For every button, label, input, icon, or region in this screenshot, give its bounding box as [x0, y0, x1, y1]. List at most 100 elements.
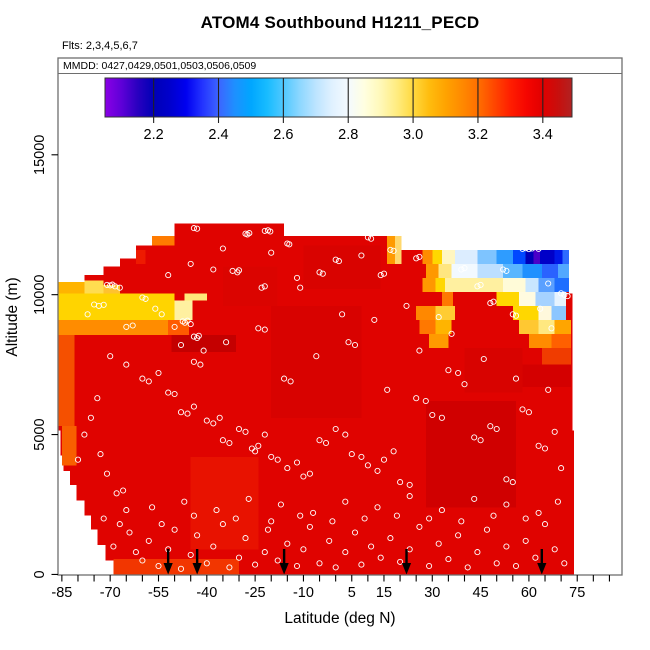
heat-patch [303, 245, 381, 290]
heat-patch [512, 249, 526, 264]
heat-patch [174, 300, 193, 320]
sample-point [525, 409, 532, 416]
sample-point [306, 470, 313, 477]
sample-point [326, 537, 333, 544]
sample-point [564, 293, 571, 300]
sample-point [200, 347, 207, 354]
heat-patch [168, 319, 190, 336]
profile-arrow-head [279, 563, 289, 575]
sample-point [380, 456, 388, 463]
heat-patch [538, 305, 552, 320]
heat-patch [425, 263, 439, 278]
colorbar [104, 77, 573, 118]
sample-point [261, 431, 268, 438]
y-tick-label: 0 [32, 570, 48, 578]
heat-patch [184, 293, 207, 301]
sample-point [458, 518, 465, 525]
sample-point [461, 381, 468, 388]
sample-point [537, 305, 544, 312]
sample-point [474, 283, 481, 290]
sample-point [487, 300, 494, 307]
colorbar-tick-label: 2.8 [338, 127, 358, 143]
heat-row [174, 223, 285, 236]
sample-point [503, 543, 510, 550]
sample-point [84, 311, 91, 318]
sample-point [274, 557, 281, 564]
sample-point [403, 302, 410, 309]
sample-point [87, 414, 94, 421]
sample-point [107, 353, 114, 360]
sample-point [448, 330, 455, 337]
heat-patch [525, 249, 534, 264]
heat-patch [425, 400, 517, 508]
sample-point [103, 470, 111, 477]
heat-patch [422, 249, 433, 264]
heat-patch [528, 333, 552, 348]
sample-point [371, 316, 378, 323]
sample-point [123, 507, 130, 514]
sample-point [152, 305, 159, 312]
sample-point [445, 367, 452, 374]
sample-point [194, 225, 201, 232]
sample-point [232, 515, 239, 522]
heat-patch [395, 235, 402, 264]
profile-arrow-head [537, 563, 547, 575]
sample-point [252, 561, 259, 568]
heat-patch [84, 280, 104, 294]
sample-point [94, 395, 101, 402]
sample-point [561, 291, 568, 298]
sample-point [235, 554, 243, 561]
sample-point [293, 459, 301, 466]
sample-point [332, 425, 339, 433]
heat-patch [58, 335, 75, 427]
sample-point [261, 549, 268, 556]
sample-point [461, 265, 468, 272]
heat-row [135, 245, 402, 250]
heat-patch [554, 319, 571, 334]
sample-point [364, 234, 371, 241]
y-tick-label: 15000 [32, 135, 48, 175]
sample-point [422, 397, 429, 405]
sample-point [255, 442, 262, 449]
sample-point [342, 431, 349, 438]
sample-point [377, 272, 384, 279]
sample-point [139, 294, 146, 301]
sample-point [535, 509, 542, 516]
sample-point [435, 540, 442, 547]
sample-point [155, 369, 162, 377]
sample-point [219, 245, 226, 252]
sample-point [244, 231, 251, 238]
sample-point [416, 347, 423, 354]
sample-point [316, 269, 323, 276]
heat-patch [541, 263, 558, 278]
heat-patch [58, 282, 85, 294]
sample-point [397, 479, 404, 486]
sample-point [548, 325, 555, 332]
heat-patch [557, 263, 570, 278]
heat-patch [445, 277, 504, 292]
heat-patch [113, 559, 240, 575]
sample-point [261, 326, 268, 333]
sample-point [545, 386, 552, 393]
sample-point [551, 428, 558, 435]
y-tick-label: 10000 [32, 275, 48, 315]
sample-point [342, 549, 349, 556]
sample-point [313, 353, 320, 360]
heat-patch [541, 347, 571, 365]
sample-point [74, 456, 82, 463]
sample-point [503, 476, 510, 483]
sample-point [487, 423, 494, 430]
sample-point [458, 266, 465, 273]
sample-point [474, 549, 481, 556]
sample-point [438, 507, 445, 514]
sample-point [195, 332, 202, 339]
sample-point [142, 295, 149, 302]
sample-point [297, 512, 304, 519]
sample-point [345, 339, 352, 346]
heat-patch [503, 277, 526, 292]
sample-point [213, 507, 220, 514]
sample-point [554, 498, 561, 505]
sample-point [203, 417, 210, 424]
sample-point [258, 284, 265, 291]
